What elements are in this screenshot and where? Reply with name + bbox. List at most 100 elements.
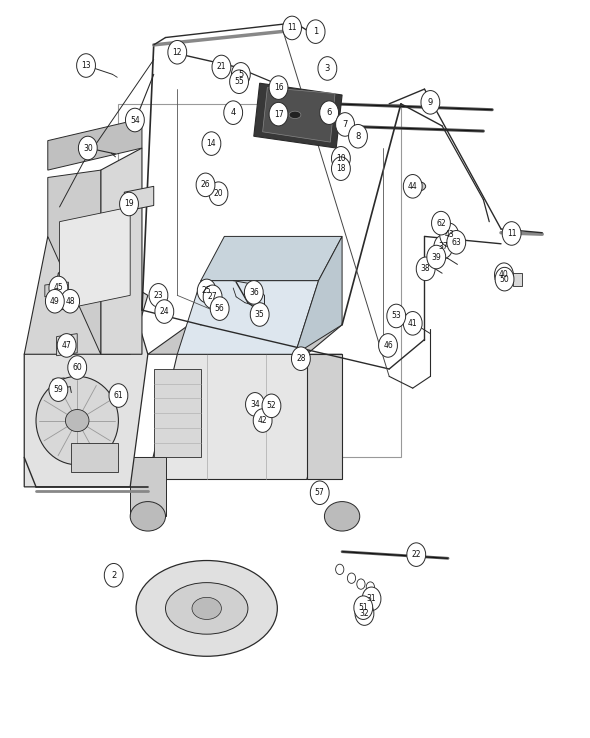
Circle shape xyxy=(332,147,350,170)
Text: 11: 11 xyxy=(287,24,297,32)
Circle shape xyxy=(427,245,445,269)
Circle shape xyxy=(109,384,128,407)
Text: 59: 59 xyxy=(54,385,63,394)
Polygon shape xyxy=(295,236,342,354)
Circle shape xyxy=(155,300,173,323)
Text: 34: 34 xyxy=(250,400,260,409)
Polygon shape xyxy=(130,458,166,517)
Polygon shape xyxy=(307,354,342,480)
Text: 35: 35 xyxy=(255,310,264,319)
Text: 19: 19 xyxy=(124,199,134,209)
Circle shape xyxy=(348,573,356,583)
Text: 25: 25 xyxy=(202,286,212,295)
Ellipse shape xyxy=(324,502,360,531)
Circle shape xyxy=(254,306,266,320)
Text: 63: 63 xyxy=(451,238,461,246)
Circle shape xyxy=(244,280,263,304)
Text: 31: 31 xyxy=(367,594,376,604)
Circle shape xyxy=(446,236,455,248)
Text: 49: 49 xyxy=(50,297,60,306)
Circle shape xyxy=(306,20,325,44)
Circle shape xyxy=(168,41,186,64)
Text: 10: 10 xyxy=(336,154,346,163)
Circle shape xyxy=(120,192,139,215)
Text: 27: 27 xyxy=(208,292,217,301)
Circle shape xyxy=(49,378,68,401)
Text: 38: 38 xyxy=(421,264,431,273)
Text: 12: 12 xyxy=(172,48,182,57)
Circle shape xyxy=(224,101,242,125)
Polygon shape xyxy=(148,325,342,354)
Circle shape xyxy=(379,334,398,357)
Circle shape xyxy=(209,182,228,205)
Circle shape xyxy=(230,70,248,94)
Polygon shape xyxy=(124,186,154,211)
Text: 53: 53 xyxy=(391,311,401,320)
Circle shape xyxy=(336,565,344,574)
Circle shape xyxy=(407,543,425,566)
Polygon shape xyxy=(48,170,101,354)
Circle shape xyxy=(421,91,440,114)
Circle shape xyxy=(283,16,301,40)
Polygon shape xyxy=(177,280,319,354)
Circle shape xyxy=(362,587,381,610)
Circle shape xyxy=(494,263,513,286)
Circle shape xyxy=(318,57,337,80)
Text: 4: 4 xyxy=(231,108,236,117)
Text: 43: 43 xyxy=(444,230,454,239)
Text: 11: 11 xyxy=(507,229,516,238)
Polygon shape xyxy=(45,282,68,297)
Circle shape xyxy=(49,276,68,300)
Ellipse shape xyxy=(289,111,301,119)
Text: 23: 23 xyxy=(153,291,163,300)
Circle shape xyxy=(291,347,310,370)
Ellipse shape xyxy=(65,410,89,432)
Text: 5: 5 xyxy=(238,70,244,79)
Circle shape xyxy=(320,101,339,125)
Circle shape xyxy=(440,223,458,246)
Circle shape xyxy=(196,173,215,196)
Circle shape xyxy=(202,132,221,156)
Text: 50: 50 xyxy=(500,275,509,283)
Circle shape xyxy=(203,285,222,308)
Text: 14: 14 xyxy=(206,139,216,148)
Circle shape xyxy=(387,304,406,328)
Polygon shape xyxy=(71,443,119,472)
Text: 9: 9 xyxy=(428,98,433,107)
Text: 1: 1 xyxy=(313,27,318,36)
Text: 55: 55 xyxy=(234,77,244,86)
Circle shape xyxy=(212,55,231,79)
Circle shape xyxy=(231,63,250,86)
Polygon shape xyxy=(101,148,142,354)
Text: 57: 57 xyxy=(315,489,324,497)
Circle shape xyxy=(245,393,264,416)
Polygon shape xyxy=(24,236,148,354)
Text: 28: 28 xyxy=(296,354,306,363)
Polygon shape xyxy=(148,354,342,480)
Polygon shape xyxy=(154,369,201,458)
Text: 40: 40 xyxy=(499,270,509,279)
Ellipse shape xyxy=(36,376,119,465)
Text: 32: 32 xyxy=(360,609,369,618)
Polygon shape xyxy=(201,236,342,280)
Circle shape xyxy=(417,257,435,280)
Text: 62: 62 xyxy=(436,218,446,227)
Circle shape xyxy=(197,279,216,303)
Text: 37: 37 xyxy=(438,242,448,251)
Text: 41: 41 xyxy=(408,319,418,328)
Text: 22: 22 xyxy=(411,550,421,559)
Ellipse shape xyxy=(136,561,277,656)
Circle shape xyxy=(310,481,329,505)
Polygon shape xyxy=(57,334,77,356)
Text: 2: 2 xyxy=(111,570,116,580)
Circle shape xyxy=(45,289,64,313)
Circle shape xyxy=(404,174,422,198)
Ellipse shape xyxy=(130,502,166,531)
Polygon shape xyxy=(263,88,335,142)
Text: 36: 36 xyxy=(249,288,258,297)
Text: 7: 7 xyxy=(342,120,348,129)
Circle shape xyxy=(357,579,365,589)
Circle shape xyxy=(269,103,288,126)
Circle shape xyxy=(250,303,269,326)
Text: 16: 16 xyxy=(274,83,283,92)
